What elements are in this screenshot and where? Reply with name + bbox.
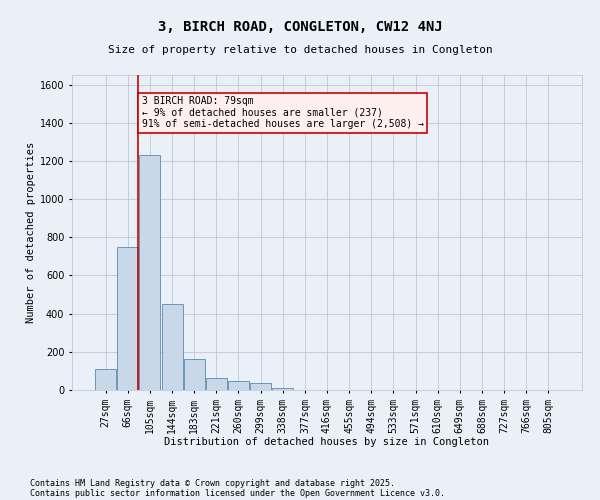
Bar: [118, 247, 139, 390]
Bar: [184, 360, 205, 390]
X-axis label: Distribution of detached houses by size in Congleton: Distribution of detached houses by size …: [164, 437, 490, 447]
Text: 3, BIRCH ROAD, CONGLETON, CW12 4NJ: 3, BIRCH ROAD, CONGLETON, CW12 4NJ: [158, 20, 442, 34]
Y-axis label: Number of detached properties: Number of detached properties: [26, 142, 35, 323]
Text: 3 BIRCH ROAD: 79sqm
← 9% of detached houses are smaller (237)
91% of semi-detach: 3 BIRCH ROAD: 79sqm ← 9% of detached hou…: [142, 96, 424, 129]
Bar: [95, 369, 116, 390]
Bar: [139, 155, 160, 390]
Bar: [206, 378, 227, 390]
Text: Contains HM Land Registry data © Crown copyright and database right 2025.: Contains HM Land Registry data © Crown c…: [30, 478, 395, 488]
Bar: [228, 382, 249, 390]
Text: Contains public sector information licensed under the Open Government Licence v3: Contains public sector information licen…: [30, 488, 445, 498]
Bar: [272, 388, 293, 390]
Bar: [250, 384, 271, 390]
Bar: [161, 304, 182, 390]
Text: Size of property relative to detached houses in Congleton: Size of property relative to detached ho…: [107, 45, 493, 55]
